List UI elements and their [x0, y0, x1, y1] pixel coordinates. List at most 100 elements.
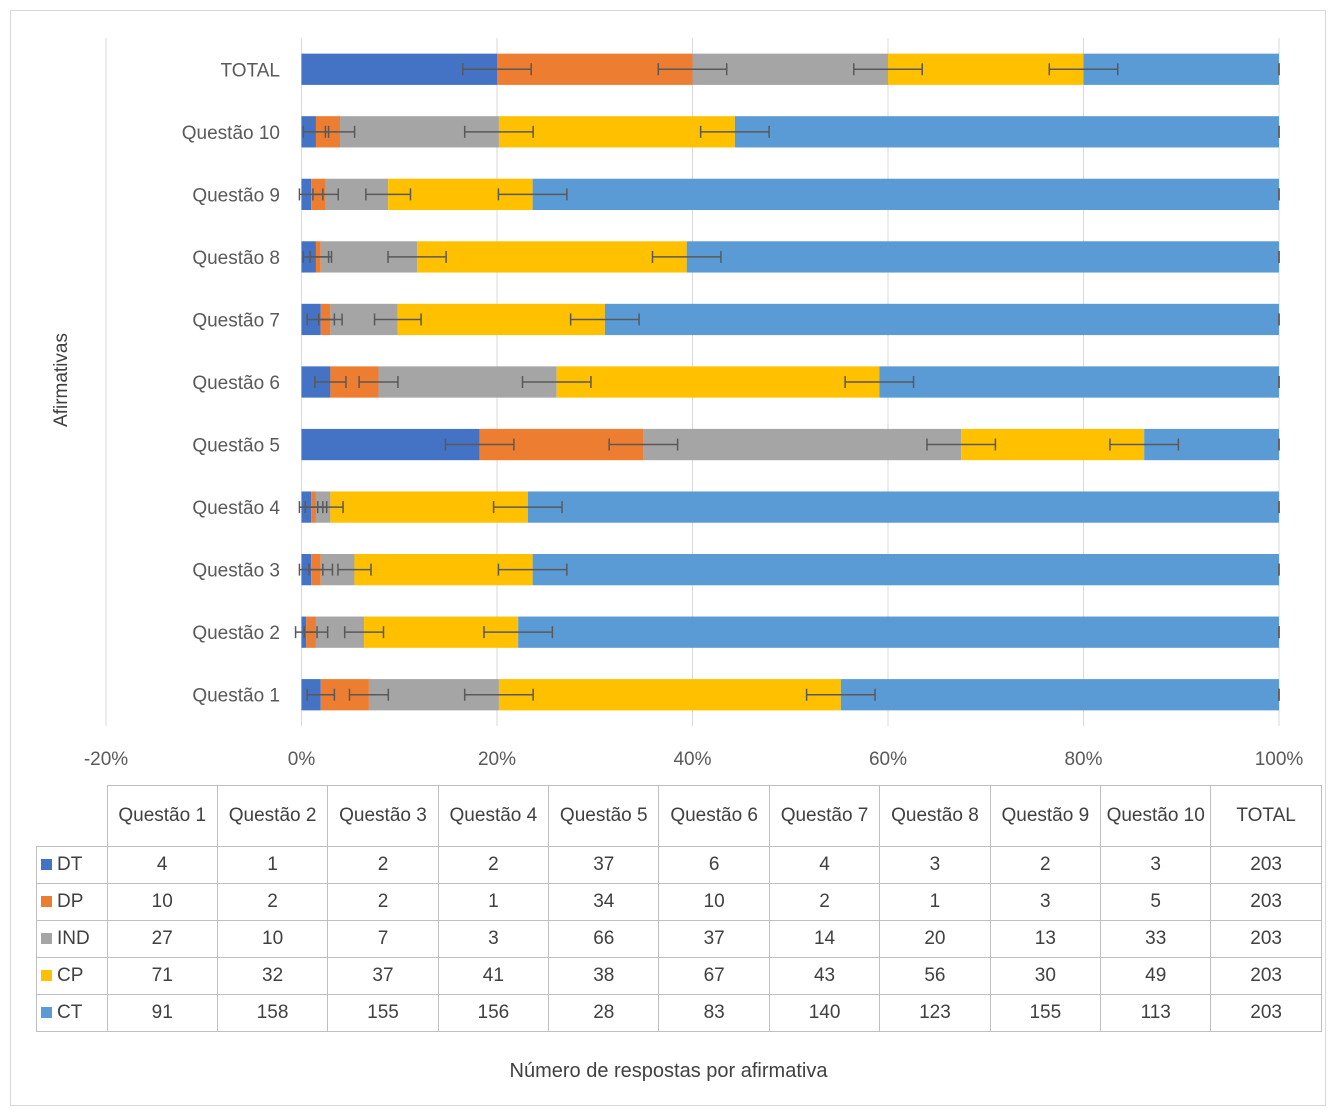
legend-entry: CT — [36, 994, 108, 1032]
table-cell: 3 — [1100, 846, 1212, 884]
table-column-header: Questão 8 — [879, 785, 991, 847]
table-cell: 155 — [989, 994, 1102, 1032]
legend-swatch — [41, 896, 52, 908]
table-body: DT 4 1 2 2 37 6 4 3 2 3 203 DP 10 2 2 1 34 10 2 1 3 5 203 IND 27 1… — [36, 846, 1322, 1032]
table-cell: 4 — [768, 846, 881, 884]
legend-label: CP — [57, 965, 84, 986]
bar-ct — [604, 303, 1279, 336]
x-tick-label: 0% — [288, 749, 316, 770]
x-axis-title: Número de respostas por afirmativa — [509, 1060, 828, 1082]
table-cell: 155 — [327, 994, 439, 1032]
table-cell: 2 — [216, 883, 329, 921]
legend-label: CT — [57, 1002, 83, 1023]
y-tick-label: Questão 5 — [192, 436, 280, 457]
data-table: Questão 1 Questão 2 Questão 3 Questão 4 Ques… — [36, 785, 1322, 1032]
table-cell: 30 — [989, 957, 1102, 995]
table-header-row: Questão 1 Questão 2 Questão 3 Questão 4 Ques… — [36, 785, 1322, 847]
legend-label: IND — [57, 928, 90, 949]
x-tick-label: 100% — [1255, 749, 1304, 770]
table-cell: 123 — [879, 994, 991, 1032]
x-tick-label: 20% — [478, 749, 516, 770]
table-cell: 7 — [327, 920, 439, 958]
table-cell: 156 — [437, 994, 550, 1032]
legend-entry: DT — [36, 846, 108, 884]
table-cell: 28 — [548, 994, 660, 1032]
bar-ct — [532, 554, 1279, 586]
legend-label: DT — [57, 854, 83, 875]
table-cell: 33 — [1100, 920, 1212, 958]
table-cell: 113 — [1100, 994, 1212, 1032]
legend-label: DP — [57, 891, 84, 912]
chart-frame — [10, 10, 1326, 1106]
table-cell: 203 — [1210, 994, 1322, 1032]
table-cell: 4 — [106, 846, 218, 884]
table-cell: 10 — [658, 883, 770, 921]
table-cell: 1 — [216, 846, 329, 884]
table-cell: 2 — [437, 846, 550, 884]
table-cell: 32 — [216, 957, 329, 995]
table-row: CT 91 158 155 156 28 83 140 123 155 113 203 — [36, 994, 1322, 1032]
y-tick-label: Questão 2 — [192, 623, 280, 644]
x-tick-label: 40% — [673, 749, 711, 770]
table-column-header: Questão 1 — [106, 785, 218, 847]
table-cell: 2 — [327, 883, 439, 921]
bar-ind — [643, 428, 962, 461]
table-column-header: Questão 2 — [216, 785, 329, 847]
table-cell: 37 — [548, 846, 660, 884]
table-cell: 66 — [548, 920, 660, 958]
legend-swatch — [41, 1007, 52, 1019]
table-cell: 6 — [658, 846, 770, 884]
table-cell: 37 — [327, 957, 439, 995]
table-cell: 34 — [548, 883, 660, 921]
y-tick-label: TOTAL — [221, 60, 280, 81]
bar-cp — [498, 116, 735, 148]
table-cell: 2 — [327, 846, 439, 884]
table-cell: 41 — [437, 957, 550, 995]
table-column-header: TOTAL — [1210, 785, 1322, 847]
table-cell: 67 — [658, 957, 770, 995]
table-cell: 20 — [879, 920, 991, 958]
table-cell: 2 — [768, 883, 881, 921]
bar-ct — [840, 679, 1279, 711]
table-cell: 3 — [879, 846, 991, 884]
table-cell: 158 — [216, 994, 329, 1032]
legend-swatch — [41, 970, 52, 982]
table-cell: 203 — [1210, 920, 1322, 958]
table-cell: 37 — [658, 920, 770, 958]
table-corner — [36, 785, 108, 847]
bar-cp — [556, 366, 880, 398]
bar-ct — [518, 616, 1279, 648]
table-cell: 1 — [437, 883, 550, 921]
table-cell: 83 — [658, 994, 770, 1032]
table-cell: 5 — [1100, 883, 1212, 921]
table-column-header: Questão 3 — [327, 785, 439, 847]
table-cell: 1 — [879, 883, 991, 921]
y-tick-label: Questão 3 — [192, 561, 280, 582]
table-cell: 3 — [437, 920, 550, 958]
table-cell: 91 — [106, 994, 218, 1032]
table-row: DT 4 1 2 2 37 6 4 3 2 3 203 — [36, 846, 1322, 884]
legend-swatch — [41, 859, 52, 871]
legend-entry: CP — [36, 957, 108, 995]
bar-ct — [686, 241, 1279, 273]
table-row: CP 71 32 37 41 38 67 43 56 30 49 203 — [36, 957, 1322, 995]
table-column-header: Questão 6 — [658, 785, 770, 847]
table-cell: 13 — [989, 920, 1102, 958]
table-cell: 140 — [768, 994, 881, 1032]
y-tick-label: Questão 7 — [192, 310, 280, 331]
table-column-header: Questão 5 — [548, 785, 660, 847]
table-cell: 10 — [216, 920, 329, 958]
table-column-header: Questão 4 — [437, 785, 550, 847]
x-tick-label: -20% — [84, 749, 128, 770]
x-tick-label: 80% — [1064, 749, 1102, 770]
bar-ct — [532, 178, 1279, 210]
x-tick-label: 60% — [869, 749, 907, 770]
legend-entry: DP — [36, 883, 108, 921]
table-cell: 71 — [106, 957, 218, 995]
y-tick-label: Questão 1 — [192, 686, 280, 707]
table-cell: 43 — [768, 957, 881, 995]
bar-ct — [734, 116, 1279, 148]
bar-cp — [498, 679, 841, 711]
table-column-header: Questão 10 — [1100, 785, 1212, 847]
